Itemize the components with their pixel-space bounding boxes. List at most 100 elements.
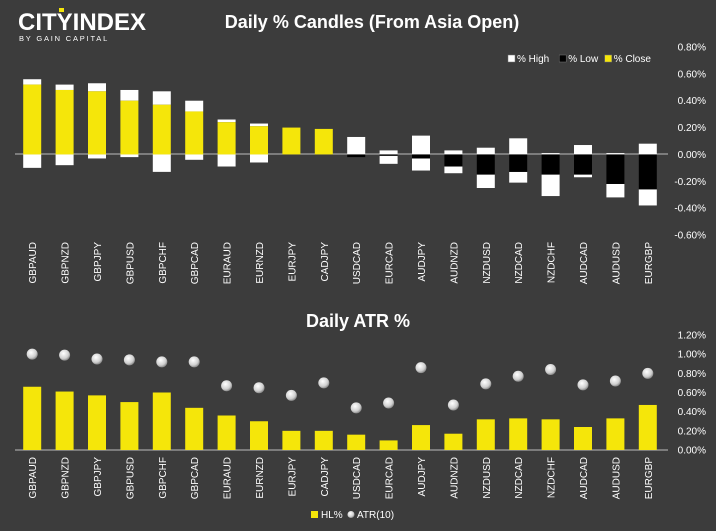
chart1-category-label: GBPJPY bbox=[93, 242, 104, 282]
chart1-high-bar bbox=[250, 123, 268, 127]
chart2-category-label: AUDJPY bbox=[417, 457, 428, 497]
chart1-high-bar bbox=[444, 150, 463, 155]
chart2-category-label: EURAUD bbox=[223, 457, 234, 499]
chart1-close-bar bbox=[250, 126, 268, 155]
chart1-close-bar bbox=[638, 154, 657, 190]
chart2-atr-point bbox=[253, 382, 265, 394]
chart1-high-bar bbox=[574, 145, 592, 155]
chart2-atr-point bbox=[188, 356, 200, 368]
chart1-category-label: USDCAD bbox=[352, 242, 363, 284]
chart1-low-bar bbox=[379, 155, 398, 164]
chart2-ytick-label: 0.60% bbox=[678, 388, 706, 399]
svg-text:CITYINDEX: CITYINDEX bbox=[18, 9, 146, 36]
logo-tagline: BY GAIN CAPITAL bbox=[19, 34, 109, 43]
chart1-high-bar bbox=[541, 153, 560, 155]
chart1-low-bar bbox=[574, 174, 592, 178]
chart2-atr-point bbox=[609, 375, 621, 387]
chart2-hl-bar bbox=[185, 407, 204, 450]
chart1-high-bar bbox=[55, 84, 74, 90]
chart1-low-bar bbox=[509, 171, 528, 183]
chart2-atr-point bbox=[642, 367, 654, 379]
chart1-low-bar bbox=[120, 154, 139, 158]
chart1-low-bar bbox=[412, 158, 430, 171]
chart2-hl-bar bbox=[509, 418, 528, 450]
chart2-atr-point bbox=[318, 377, 330, 389]
chart1-low-bar bbox=[152, 154, 171, 172]
logo-part1: CITY bbox=[18, 9, 73, 36]
chart2-ytick-label: 0.00% bbox=[678, 446, 706, 457]
chart1-category-label: EURNZD bbox=[255, 242, 266, 284]
chart1-ytick-label: -0.60% bbox=[674, 231, 706, 242]
chart1-category-label: EURGBP bbox=[644, 242, 655, 285]
chart2-title: Daily ATR % bbox=[306, 311, 410, 331]
chart2-ytick-label: 1.00% bbox=[678, 350, 706, 361]
chart1-high-bar bbox=[152, 91, 171, 105]
chart2-hl-bar bbox=[217, 415, 236, 450]
chart1-close-bar bbox=[23, 84, 42, 155]
chart2-category-label: USDCAD bbox=[352, 457, 363, 499]
chart1-ytick-label: 0.00% bbox=[678, 150, 706, 161]
chart1-close-bar bbox=[541, 154, 560, 175]
chart1-category-label: EURCAD bbox=[385, 242, 396, 284]
chart1-category-label: EURJPY bbox=[287, 242, 298, 282]
chart1-category-label: AUDUSD bbox=[611, 242, 622, 284]
chart1-category-label: GBPCAD bbox=[190, 242, 201, 284]
chart2-hl-bar bbox=[23, 386, 42, 450]
chart1-low-bar bbox=[217, 154, 236, 167]
chart1-close-bar bbox=[152, 104, 171, 155]
chart2-plot bbox=[23, 348, 657, 450]
chart2-category-label: EURJPY bbox=[287, 457, 298, 497]
chart2-atr-point bbox=[545, 364, 557, 375]
chart1-close-bar bbox=[88, 91, 106, 155]
chart2-hl-bar bbox=[250, 421, 268, 450]
chart2-category-label: GBPUSD bbox=[125, 457, 136, 499]
chart2-category-label: AUDNZD bbox=[449, 457, 460, 499]
chart2-hl-bar bbox=[55, 391, 74, 450]
chart2-category-label: CADJPY bbox=[320, 457, 331, 497]
chart2-atr-point bbox=[91, 353, 103, 365]
chart1-category-label: NZDCHF bbox=[547, 242, 558, 283]
chart1-close-bar bbox=[55, 89, 74, 155]
chart1-legend-swatch bbox=[558, 54, 567, 63]
chart1-low-bar bbox=[185, 154, 204, 160]
chart1-high-bar bbox=[120, 89, 139, 101]
chart1-category-label: NZDCAD bbox=[514, 242, 525, 284]
chart1-close-bar bbox=[347, 154, 366, 158]
chart1-high-bar bbox=[217, 119, 236, 123]
chart2-category-label: GBPNZD bbox=[61, 457, 72, 499]
chart2-legend-swatch bbox=[347, 511, 355, 518]
chart2-category-label: EURCAD bbox=[385, 457, 396, 499]
chart1-category-label: GBPCHF bbox=[158, 242, 169, 284]
chart1-low-bar bbox=[606, 183, 625, 198]
chart1-close-bar bbox=[509, 154, 528, 172]
chart1-y-axis: 0.80% 0.60% 0.40% 0.20% 0.00% -0.20% -0.40% -0.… bbox=[674, 43, 706, 242]
chart1-high-bar bbox=[412, 135, 430, 155]
chart1-ytick-label: 0.40% bbox=[678, 96, 706, 107]
chart2-hl-bar bbox=[476, 419, 495, 450]
chart1-ytick-label: 0.20% bbox=[678, 123, 706, 134]
chart1-high-bar bbox=[88, 83, 106, 92]
chart2-atr-point bbox=[156, 356, 168, 368]
chart2-hl-bar bbox=[412, 425, 430, 450]
chart2-atr-point bbox=[577, 379, 589, 391]
chart2-category-label: AUDUSD bbox=[611, 457, 622, 499]
chart2-atr-point bbox=[415, 362, 427, 374]
chart1-low-bar bbox=[55, 154, 74, 166]
chart1-category-label: CADJPY bbox=[320, 242, 331, 282]
chart2-hl-bar bbox=[152, 392, 171, 450]
chart2-atr-point bbox=[447, 399, 459, 411]
chart1-close-bar bbox=[444, 154, 463, 167]
chart2-category-label: GBPCHF bbox=[158, 457, 169, 499]
chart1-legend-label: % Low bbox=[568, 54, 599, 65]
chart2-legend: HL% ATR(10) bbox=[311, 510, 394, 521]
chart1-ytick-label: 0.60% bbox=[678, 69, 706, 80]
chart1-close-bar bbox=[120, 100, 139, 155]
chart1-high-bar bbox=[638, 143, 657, 155]
chart2-hl-bar bbox=[574, 427, 592, 450]
chart1-low-bar bbox=[541, 174, 560, 197]
chart2-atr-point bbox=[26, 348, 38, 360]
chart2-category-label: NZDCHF bbox=[547, 457, 558, 498]
chart2-category-label: GBPJPY bbox=[93, 457, 104, 497]
chart1-close-bar bbox=[379, 154, 398, 156]
